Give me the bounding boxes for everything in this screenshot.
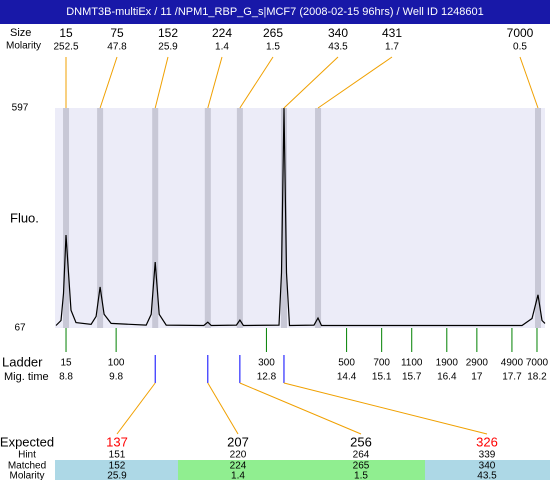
peak-band: [97, 108, 104, 328]
peak-size: 15: [59, 26, 73, 40]
title: DNMT3B-multiEx / 11 /NPM1_RBP_G_s|MCF7 (…: [66, 6, 484, 18]
ladder-size: 1100: [401, 358, 423, 369]
mig-time: 15.1: [372, 372, 392, 383]
mig-time: 8.8: [59, 372, 73, 383]
expected-size: 256: [350, 434, 372, 449]
expected-size: 137: [106, 434, 128, 449]
peak-band: [534, 108, 541, 328]
peak-molarity: 0.5: [513, 42, 527, 53]
peak-size: 265: [263, 26, 283, 40]
ladder-size: 1900: [436, 358, 459, 369]
ladder-size: 500: [338, 358, 355, 369]
peak-connector: [283, 56, 339, 109]
y-tick-label: 597: [12, 103, 29, 114]
matched: 340: [479, 461, 496, 472]
peak-size: 224: [212, 26, 232, 40]
peak-size: 7000: [507, 26, 534, 40]
matched: 265: [353, 461, 370, 472]
peak-connector: [519, 56, 539, 109]
peak-band: [63, 108, 70, 328]
peak-connector: [317, 56, 393, 109]
mig-time: 18.2: [527, 372, 547, 383]
peak-band: [280, 108, 287, 328]
y-axis-label: Fluo.: [10, 210, 39, 225]
row-label: Matched: [8, 461, 46, 472]
expected-connector: [283, 382, 488, 435]
peak-connector: [207, 56, 223, 109]
y-tick-label: 67: [14, 323, 26, 334]
hint: 151: [109, 450, 126, 461]
mig-time: 9.8: [109, 372, 123, 383]
peak-molarity: 252.5: [53, 42, 78, 53]
mig-time: 17.7: [502, 372, 522, 383]
row-label: Expected: [0, 434, 54, 449]
mig-time: 12.8: [257, 372, 277, 383]
peak-connector: [99, 56, 118, 109]
title-bar: [0, 0, 550, 24]
row-label: Size: [10, 27, 31, 39]
row-label: Hint: [18, 450, 36, 461]
peak-molarity: 43.5: [328, 42, 348, 53]
peak-molarity: 1.5: [266, 42, 280, 53]
ladder-size: 700: [373, 358, 390, 369]
peak-molarity: 25.9: [158, 42, 178, 53]
peak-molarity: 1.7: [385, 42, 399, 53]
peak-size: 152: [158, 26, 178, 40]
mig-time: 15.7: [402, 372, 422, 383]
peak-connector: [154, 56, 169, 109]
molarity: 1.5: [354, 471, 368, 480]
hint: 339: [479, 450, 496, 461]
ladder-size: 7000: [526, 358, 549, 369]
peak-size: 340: [328, 26, 348, 40]
molarity: 1.4: [231, 471, 245, 480]
cell-background: [300, 460, 425, 480]
mig-time: 14.4: [337, 372, 357, 383]
expected-size: 326: [476, 434, 498, 449]
molarity: 25.9: [107, 471, 127, 480]
ladder-size: 100: [108, 358, 125, 369]
ladder-size: 4900: [501, 358, 524, 369]
ladder-size: 300: [258, 358, 275, 369]
mig-time: 16.4: [437, 372, 457, 383]
peak-connector: [239, 56, 274, 109]
cell-background: [55, 460, 178, 480]
cell-background: [425, 460, 550, 480]
hint: 220: [230, 450, 247, 461]
row-label: Ladder: [2, 354, 43, 369]
peak-molarity: 47.8: [107, 42, 127, 53]
expected-size: 207: [227, 434, 249, 449]
expected-connector: [239, 382, 362, 435]
molarity: 43.5: [477, 471, 497, 480]
expected-connector: [116, 382, 156, 435]
plot-area: [55, 108, 545, 328]
peak-size: 431: [382, 26, 402, 40]
peak-size: 75: [110, 26, 124, 40]
ladder-size: 15: [60, 358, 72, 369]
row-label: Molarity: [6, 41, 41, 52]
cell-background: [178, 460, 300, 480]
expected-connector: [207, 382, 239, 435]
peak-molarity: 1.4: [215, 42, 229, 53]
peak-band: [204, 108, 211, 328]
hint: 264: [353, 450, 370, 461]
trace: [55, 107, 546, 327]
matched: 152: [109, 461, 126, 472]
peak-band: [152, 108, 159, 328]
row-label: Mig. time: [4, 371, 49, 383]
row-label: Molarity: [9, 471, 44, 480]
peak-band: [315, 108, 322, 328]
matched: 224: [230, 461, 247, 472]
ladder-size: 2900: [466, 358, 489, 369]
mig-time: 17: [471, 372, 483, 383]
peak-band: [236, 108, 243, 328]
